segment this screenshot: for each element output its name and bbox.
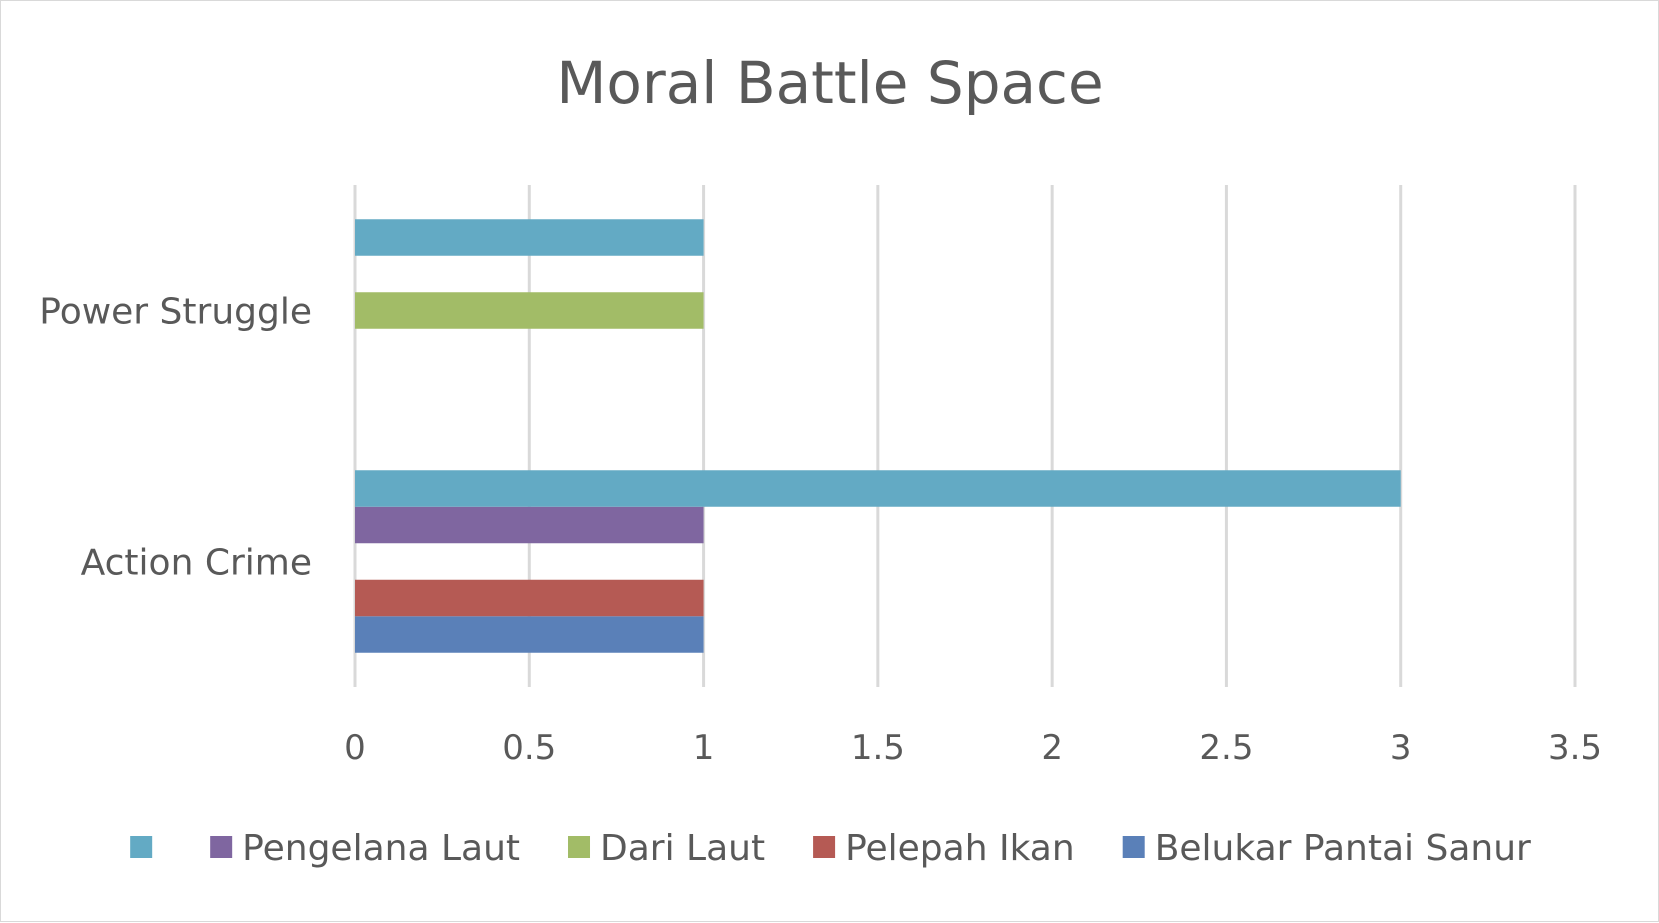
category-label: Action Crime [81,543,312,584]
x-tick-label: 3 [1390,728,1412,768]
legend-swatch [813,836,836,858]
bar [355,470,1401,507]
bar [355,292,704,329]
category-label: Power Struggle [39,292,312,333]
x-tick-label: 0.5 [502,728,556,768]
bar [355,579,704,617]
gridlines [353,185,1577,687]
bar [355,616,704,653]
x-tick-label: 1 [693,728,715,768]
legend-swatch [568,836,591,858]
legend-label: Dari Laut [600,828,765,869]
x-tick-label: 1.5 [851,728,905,768]
x-tick-label: 3.5 [1548,728,1602,768]
legend-label: Pengelana Laut [242,828,520,869]
y-axis-categories: Action Crime Power Struggle [39,292,312,584]
x-tick-label: 2 [1041,728,1063,768]
legend-label: Belukar Pantai Sanur [1155,828,1531,869]
chart-title: Moral Battle Space [556,49,1103,117]
legend-label: Pelepah Ikan [845,828,1075,869]
legend-swatch [130,836,153,858]
legend-swatch [210,836,233,858]
bar [355,506,704,544]
x-tick-label: 0 [344,728,366,768]
x-axis-ticks: 0 0.5 1 1.5 2 2.5 3 3.5 [344,728,1602,768]
legend: Pengelana Laut Dari Laut Pelepah Ikan Beluk… [130,828,1531,869]
bars [355,219,1401,653]
bar [355,219,704,256]
x-tick-label: 2.5 [1199,728,1253,768]
legend-swatch [1122,836,1145,858]
